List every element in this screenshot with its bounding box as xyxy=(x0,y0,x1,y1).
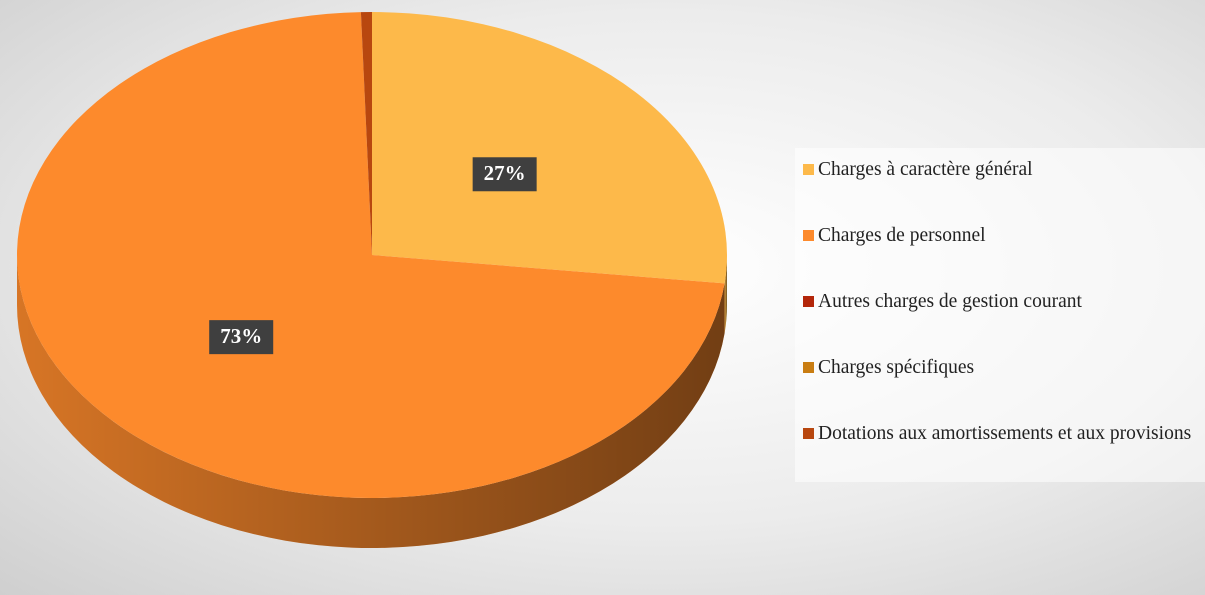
data-label-bg xyxy=(472,157,537,192)
data-label-bg xyxy=(209,320,274,355)
legend-swatch xyxy=(803,296,814,307)
pie-sides xyxy=(17,255,727,548)
legend-label: Charges spécifiques xyxy=(818,357,975,378)
chart: 27% 73% xyxy=(17,12,727,548)
legend-item: Dotations aux amortissements et aux prov… xyxy=(803,422,1201,488)
legend-label: Charges de personnel xyxy=(818,225,986,246)
legend-label: Autres charges de gestion courant xyxy=(818,291,1082,312)
legend: Charges à caractère général Charges de pe… xyxy=(795,148,1205,482)
pie-slice xyxy=(360,12,372,255)
pie-side-shade xyxy=(17,255,725,548)
data-labels: 27% 73% xyxy=(209,157,537,355)
legend-label: Dotations aux amortissements et aux prov… xyxy=(818,423,1192,444)
legend-item: Charges spécifiques xyxy=(803,356,1201,422)
legend-swatch xyxy=(803,362,814,373)
pie-slice xyxy=(372,12,727,284)
pie-tops xyxy=(17,12,727,499)
legend-swatch xyxy=(803,428,814,439)
pie-slice xyxy=(17,12,725,499)
data-label: 73% xyxy=(220,324,262,348)
legend-item: Charges de personnel xyxy=(803,224,1201,290)
pie-side-shade xyxy=(724,255,727,334)
legend-swatch xyxy=(803,230,814,241)
legend-item: Autres charges de gestion courant xyxy=(803,290,1201,356)
legend-item: Charges à caractère général xyxy=(803,158,1201,224)
legend-swatch xyxy=(803,164,814,175)
data-label: 27% xyxy=(484,161,526,185)
legend-label: Charges à caractère général xyxy=(818,159,1033,180)
